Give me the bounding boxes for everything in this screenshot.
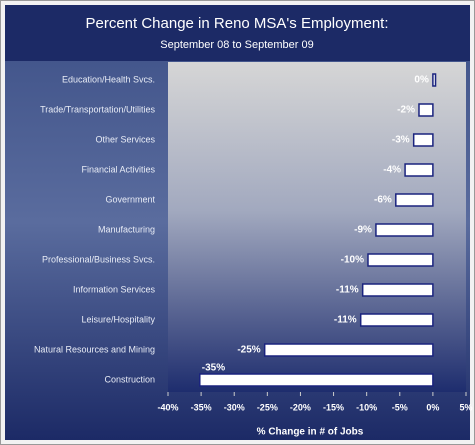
- bar: [263, 343, 434, 357]
- bar: [418, 103, 434, 117]
- x-axis-title: % Change in # of Jobs: [257, 427, 364, 438]
- bar: [359, 313, 434, 327]
- value-label: -25%: [237, 345, 260, 356]
- bar: [375, 223, 434, 237]
- chart-title: Percent Change in Reno MSA's Employment:: [85, 15, 388, 32]
- y-tick-label: Financial Activities: [81, 164, 155, 174]
- bar: [361, 283, 434, 297]
- x-tick-label: 5%: [459, 402, 472, 412]
- value-label: -11%: [334, 315, 357, 326]
- bar: [199, 373, 434, 387]
- y-tick-label: Education/Health Svcs.: [62, 74, 155, 84]
- y-tick-label: Information Services: [73, 284, 156, 294]
- bar: [395, 193, 434, 207]
- value-label: -4%: [383, 165, 401, 176]
- value-label: -6%: [374, 195, 392, 206]
- y-tick-label: Construction: [104, 374, 155, 384]
- x-tick-label: 0%: [426, 402, 439, 412]
- value-label: -10%: [341, 255, 364, 266]
- x-tick-label: -35%: [191, 402, 212, 412]
- y-tick-label: Manufacturing: [98, 224, 155, 234]
- y-tick-label: Natural Resources and Mining: [34, 344, 155, 354]
- bar: [367, 253, 434, 267]
- title-box: [5, 5, 470, 61]
- y-tick-label: Government: [105, 194, 155, 204]
- y-tick-label: Leisure/Hospitality: [81, 314, 155, 324]
- x-tick-label: -5%: [392, 402, 408, 412]
- y-tick-label: Trade/Transportation/Utilities: [40, 104, 155, 114]
- x-tick-label: -10%: [356, 402, 377, 412]
- chart-subtitle: September 08 to September 09: [160, 39, 313, 51]
- value-label: 0%: [414, 75, 429, 86]
- value-label: -11%: [336, 285, 359, 296]
- x-tick-label: -30%: [224, 402, 245, 412]
- value-label: -2%: [397, 105, 415, 116]
- bar: [404, 163, 434, 177]
- y-tick-label: Other Services: [95, 134, 155, 144]
- y-tick-label: Professional/Business Svcs.: [42, 254, 155, 264]
- x-tick-label: -40%: [157, 402, 178, 412]
- value-label: -3%: [392, 135, 410, 146]
- value-label: -35%: [202, 363, 225, 374]
- x-tick-label: -15%: [323, 402, 344, 412]
- x-tick-label: -20%: [290, 402, 311, 412]
- x-tick-label: -25%: [257, 402, 278, 412]
- value-label: -9%: [354, 225, 372, 236]
- bar: [412, 133, 434, 147]
- bar: [432, 73, 437, 87]
